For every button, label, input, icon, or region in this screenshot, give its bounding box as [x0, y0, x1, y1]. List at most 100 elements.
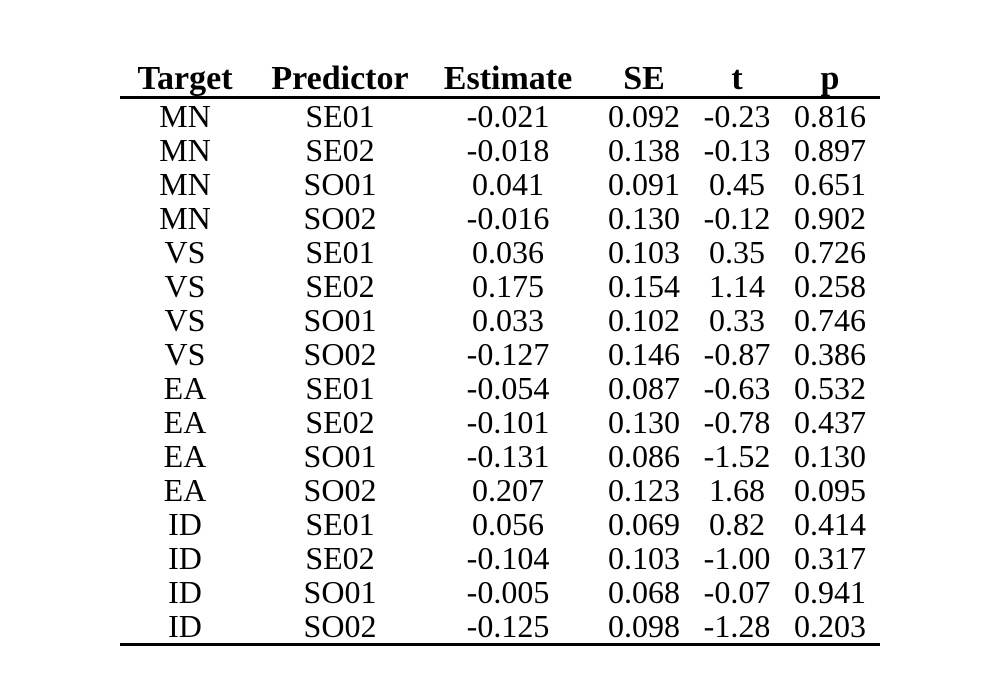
cell-predictor: SO01 — [303, 302, 377, 338]
cell-estimate: 0.033 — [472, 302, 544, 338]
cell-estimate: 0.041 — [472, 166, 544, 202]
cell-se: 0.086 — [608, 438, 680, 474]
cell-predictor: SO02 — [303, 200, 377, 236]
table-row: ID SO01 -0.005 0.068 -0.07 0.941 — [120, 575, 880, 609]
cell-target: ID — [168, 608, 202, 644]
cell-predictor: SE02 — [305, 404, 375, 440]
cell-se: 0.146 — [608, 336, 680, 372]
table-row: MN SO01 0.041 0.091 0.45 0.651 — [120, 167, 880, 201]
table-row: ID SE01 0.056 0.069 0.82 0.414 — [120, 507, 880, 541]
cell-target: MN — [159, 98, 211, 134]
table-row: ID SE02 -0.104 0.103 -1.00 0.317 — [120, 541, 880, 575]
cell-predictor: SE01 — [305, 370, 375, 406]
header-estimate: Estimate — [443, 60, 573, 97]
cell-t: -1.28 — [703, 608, 771, 644]
cell-t: 1.14 — [709, 268, 765, 304]
regression-results-table: Target Predictor Estimate SE t p MN SE01 -… — [120, 60, 880, 646]
cell-se: 0.130 — [608, 404, 680, 440]
header-target: Target — [137, 60, 233, 97]
cell-se: 0.092 — [608, 98, 680, 134]
cell-t: 0.33 — [709, 302, 765, 338]
cell-predictor: SE02 — [305, 540, 375, 576]
cell-se: 0.154 — [608, 268, 680, 304]
cell-p: 0.095 — [794, 472, 866, 508]
cell-t: -0.07 — [703, 574, 771, 610]
cell-target: MN — [159, 200, 211, 236]
cell-target: ID — [168, 506, 202, 542]
cell-t: -0.12 — [703, 200, 771, 236]
cell-estimate: 0.056 — [472, 506, 544, 542]
table-row: VS SE01 0.036 0.103 0.35 0.726 — [120, 235, 880, 269]
cell-predictor: SO01 — [303, 574, 377, 610]
cell-p: 0.130 — [794, 438, 866, 474]
cell-se: 0.098 — [608, 608, 680, 644]
cell-predictor: SO01 — [303, 438, 377, 474]
table-row: VS SO01 0.033 0.102 0.33 0.746 — [120, 303, 880, 337]
cell-t: -0.23 — [703, 98, 771, 134]
table-row: MN SE01 -0.021 0.092 -0.23 0.816 — [120, 99, 880, 133]
cell-se: 0.130 — [608, 200, 680, 236]
cell-estimate: -0.054 — [466, 370, 550, 406]
cell-se: 0.103 — [608, 540, 680, 576]
table-row: VS SO02 -0.127 0.146 -0.87 0.386 — [120, 337, 880, 371]
table-row: ID SO02 -0.125 0.098 -1.28 0.203 — [120, 609, 880, 643]
cell-target: ID — [168, 574, 202, 610]
cell-estimate: -0.018 — [466, 132, 550, 168]
cell-target: VS — [164, 268, 206, 304]
table-row: EA SO02 0.207 0.123 1.68 0.095 — [120, 473, 880, 507]
cell-target: EA — [163, 370, 207, 406]
cell-p: 0.437 — [794, 404, 866, 440]
cell-target: VS — [164, 234, 206, 270]
cell-t: -0.63 — [703, 370, 771, 406]
cell-target: EA — [163, 438, 207, 474]
cell-target: VS — [164, 302, 206, 338]
cell-estimate: 0.036 — [472, 234, 544, 270]
cell-p: 0.941 — [794, 574, 866, 610]
cell-estimate: -0.101 — [466, 404, 550, 440]
table-body: MN SE01 -0.021 0.092 -0.23 0.816 MN SE02 -0.018 0… — [120, 99, 880, 646]
cell-se: 0.087 — [608, 370, 680, 406]
cell-p: 0.746 — [794, 302, 866, 338]
cell-p: 0.902 — [794, 200, 866, 236]
cell-estimate: -0.021 — [466, 98, 550, 134]
table-row: EA SO01 -0.131 0.086 -1.52 0.130 — [120, 439, 880, 473]
cell-t: -1.52 — [703, 438, 771, 474]
cell-estimate: -0.005 — [466, 574, 550, 610]
cell-p: 0.258 — [794, 268, 866, 304]
cell-t: 0.35 — [709, 234, 765, 270]
cell-target: ID — [168, 540, 202, 576]
cell-t: 1.68 — [709, 472, 765, 508]
cell-estimate: -0.104 — [466, 540, 550, 576]
cell-estimate: -0.131 — [466, 438, 550, 474]
cell-target: MN — [159, 166, 211, 202]
cell-p: 0.317 — [794, 540, 866, 576]
cell-estimate: -0.016 — [466, 200, 550, 236]
cell-t: -0.13 — [703, 132, 771, 168]
cell-t: 0.45 — [709, 166, 765, 202]
header-p: p — [820, 60, 840, 97]
cell-predictor: SE01 — [305, 506, 375, 542]
cell-p: 0.651 — [794, 166, 866, 202]
header-t: t — [731, 60, 743, 97]
cell-target: EA — [163, 472, 207, 508]
cell-predictor: SO02 — [303, 472, 377, 508]
cell-estimate: 0.175 — [472, 268, 544, 304]
cell-t: -0.78 — [703, 404, 771, 440]
cell-t: 0.82 — [709, 506, 765, 542]
cell-se: 0.138 — [608, 132, 680, 168]
cell-predictor: SO02 — [303, 336, 377, 372]
header-predictor: Predictor — [271, 60, 409, 97]
table-row: MN SE02 -0.018 0.138 -0.13 0.897 — [120, 133, 880, 167]
cell-predictor: SE01 — [305, 98, 375, 134]
cell-target: MN — [159, 132, 211, 168]
table-row: EA SE02 -0.101 0.130 -0.78 0.437 — [120, 405, 880, 439]
table-row: EA SE01 -0.054 0.087 -0.63 0.532 — [120, 371, 880, 405]
table-row: VS SE02 0.175 0.154 1.14 0.258 — [120, 269, 880, 303]
table-header-row: Target Predictor Estimate SE t p — [120, 60, 880, 99]
table-row: MN SO02 -0.016 0.130 -0.12 0.902 — [120, 201, 880, 235]
cell-t: -1.00 — [703, 540, 771, 576]
cell-estimate: -0.127 — [466, 336, 550, 372]
cell-predictor: SE02 — [305, 132, 375, 168]
cell-p: 0.414 — [794, 506, 866, 542]
cell-predictor: SO02 — [303, 608, 377, 644]
